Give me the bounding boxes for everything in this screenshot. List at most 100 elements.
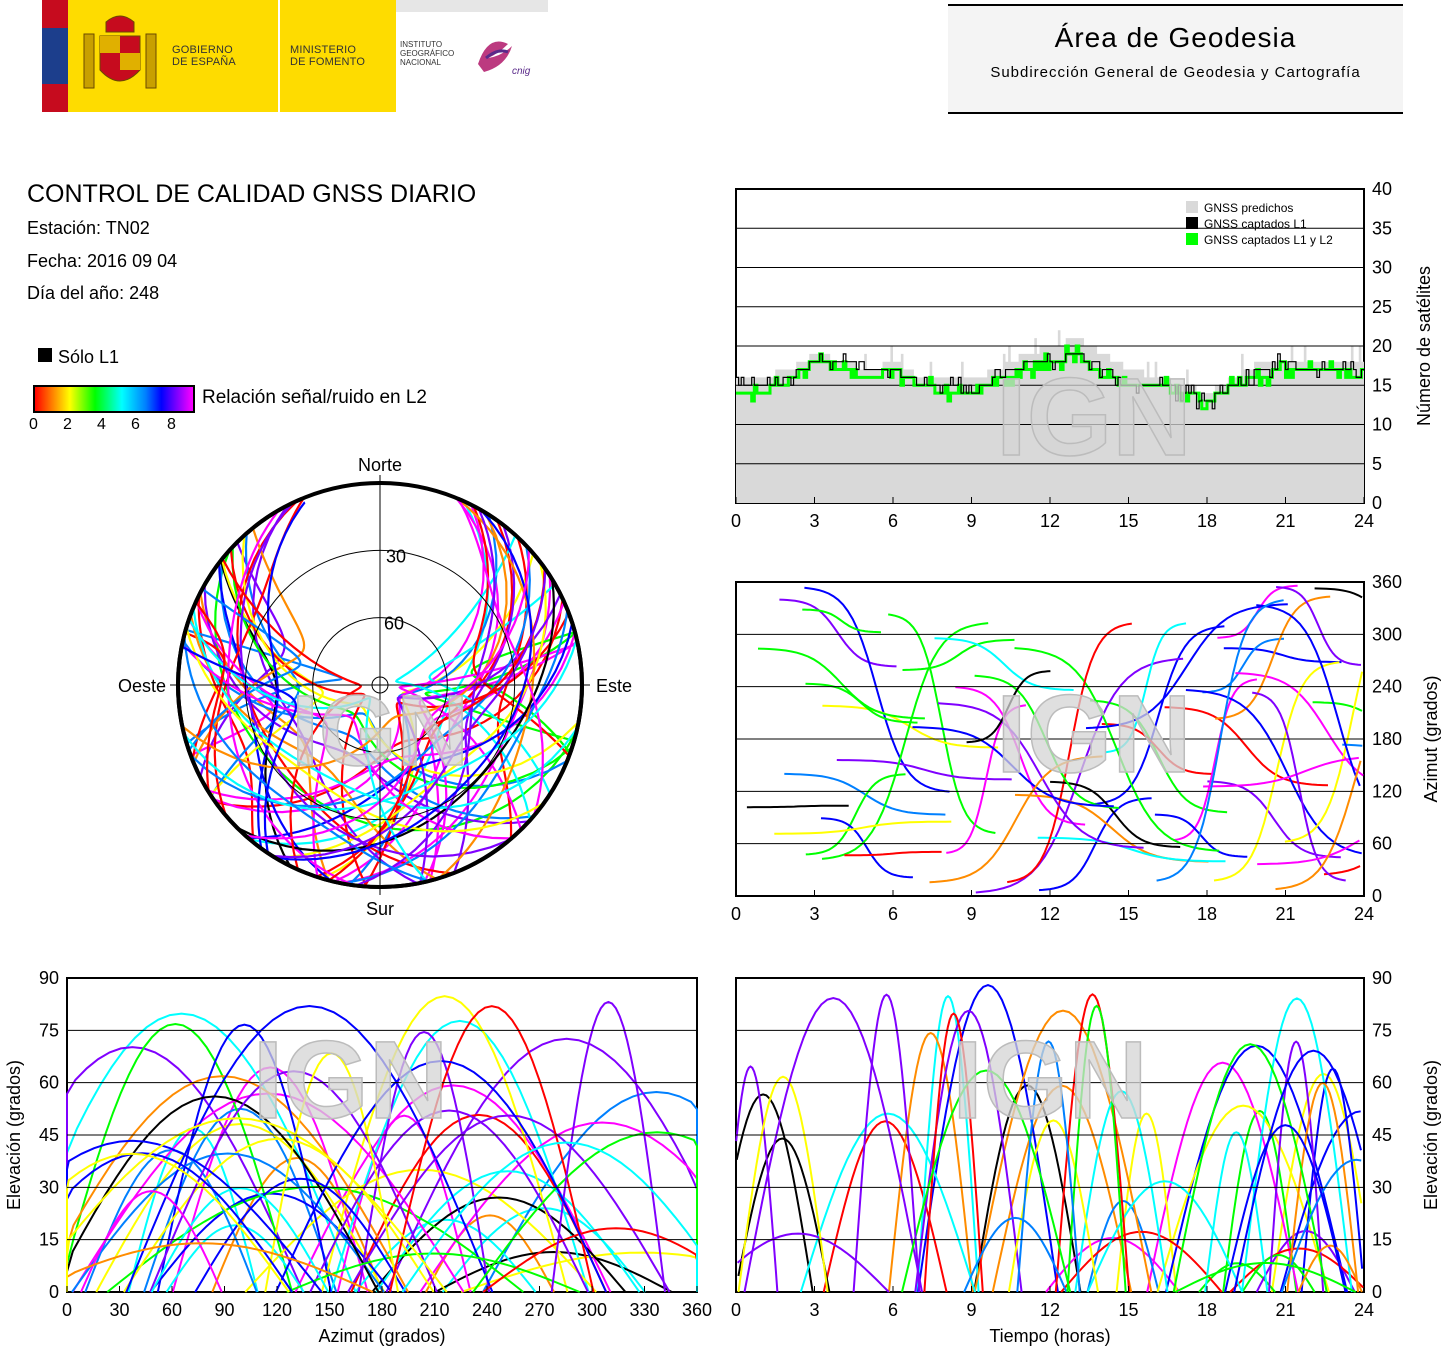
elev-time-track — [1300, 1067, 1364, 1293]
x-tick-label: 15 — [1118, 1300, 1138, 1320]
elev-az-track — [156, 1023, 332, 1293]
sky-track — [457, 498, 544, 817]
elev-time-track — [1241, 997, 1353, 1293]
elev-time-track — [914, 1009, 1023, 1293]
sky-track — [188, 588, 302, 752]
elev-az-track — [123, 1137, 435, 1293]
azimuth-track — [802, 608, 882, 634]
legend-entry: GNSS predichos — [1204, 201, 1293, 215]
azimuth-track — [805, 773, 906, 856]
x-tick-label: 12 — [1040, 511, 1060, 531]
elev-time-track — [1224, 1124, 1347, 1293]
elev-time-track — [1279, 1110, 1361, 1293]
area-header-box — [948, 4, 1403, 114]
azimuth-track — [946, 704, 1027, 854]
x-tick-label: 0 — [731, 1300, 741, 1320]
elev-az-track — [309, 1109, 589, 1293]
elev-az-track — [66, 1152, 290, 1293]
sky-track — [183, 638, 578, 811]
x-axis-label: Tiempo (horas) — [989, 1326, 1110, 1346]
y-tick-label: 0 — [49, 1282, 59, 1302]
sky-track — [428, 583, 556, 795]
y-tick-label: 10 — [1372, 415, 1392, 435]
azimuth-track — [844, 850, 942, 857]
x-tick-label: 3 — [809, 511, 819, 531]
azimuth-track — [836, 759, 1012, 781]
y-tick-label: 25 — [1372, 297, 1392, 317]
x-tick-label: 0 — [62, 1300, 72, 1320]
x-tick-label: 15 — [1118, 511, 1138, 531]
azimuth-track — [902, 638, 1015, 671]
elev-time-track — [852, 993, 921, 1293]
east-label: Este — [596, 676, 632, 696]
l1-only-swatch — [38, 348, 52, 362]
x-tick-label: 24 — [1354, 511, 1374, 531]
elev-time-track — [1146, 1061, 1300, 1293]
y-tick-label: 20 — [1372, 336, 1392, 356]
x-tick-label: 150 — [314, 1300, 344, 1320]
ign-watermark: IGN — [253, 1019, 449, 1142]
elev-time-track — [1172, 1043, 1328, 1293]
sky-track — [229, 548, 368, 887]
elev-az-track — [275, 1059, 608, 1293]
azimuth-track — [757, 647, 925, 720]
x-tick-label: 18 — [1197, 904, 1217, 924]
azimuth-track — [966, 670, 1051, 744]
skyplot-chart: IGN Norte Sur Este Oeste 30 60 — [118, 455, 632, 919]
azimuth-track — [1156, 599, 1284, 882]
x-tick-label: 120 — [262, 1300, 292, 1320]
azimuth-track — [1323, 865, 1361, 876]
instituto-label: INSTITUTO GEOGRÁFICO NACIONAL — [400, 40, 455, 67]
y-tick-label: 15 — [1372, 375, 1392, 395]
elev-time-track — [1156, 1104, 1330, 1293]
azimuth-track — [1085, 603, 1288, 730]
sky-track — [189, 545, 531, 808]
y-tick-label: 90 — [1372, 968, 1392, 988]
azimuth-track — [784, 772, 946, 816]
elev-time-track — [1060, 1230, 1223, 1293]
elev-az-track — [194, 1177, 407, 1293]
sky-track — [241, 535, 580, 778]
azimuth-track — [1092, 625, 1225, 806]
date-label: Fecha: 2016 09 04 — [27, 251, 178, 271]
elev-az-track — [66, 1095, 380, 1293]
snr-label: Relación señal/ruido en L2 — [202, 387, 427, 408]
station-label: Estación: TN02 — [27, 218, 150, 238]
azimuth-track — [1007, 622, 1132, 884]
x-tick-label: 21 — [1275, 511, 1295, 531]
x-tick-label: 9 — [966, 1300, 976, 1320]
azimuth-track — [821, 622, 989, 860]
y-axis-label: Número de satélites — [1414, 266, 1434, 426]
cnig-logo-icon: cnig — [478, 41, 531, 77]
elev-time-track — [973, 1084, 1082, 1293]
x-tick-label: 6 — [888, 511, 898, 531]
legend-swatch — [1186, 217, 1198, 229]
sky-track — [328, 567, 546, 882]
azimuth-track — [955, 686, 1086, 826]
x-tick-label: 6 — [888, 904, 898, 924]
spain-flag-icon — [42, 0, 68, 112]
x-tick-label: 0 — [731, 511, 741, 531]
elev-az-track — [264, 1052, 399, 1293]
y-tick-label: 360 — [1372, 572, 1402, 592]
coat-of-arms-icon — [83, 15, 157, 89]
x-axis-label: Azimut (grados) — [318, 1326, 445, 1346]
azimuth-track — [779, 598, 897, 668]
x-tick-label: 0 — [731, 904, 741, 924]
elev-az-track — [286, 1252, 581, 1293]
elev-time-track — [1297, 1244, 1363, 1293]
ring-label-30: 30 — [386, 546, 406, 566]
azimuth-track — [746, 804, 849, 809]
sky-track — [192, 527, 306, 764]
snr-tick: 0 — [29, 416, 38, 433]
sky-track — [239, 501, 510, 858]
y-tick-label: 45 — [39, 1125, 59, 1145]
elev-time-track — [963, 1216, 1068, 1293]
x-tick-label: 270 — [524, 1300, 554, 1320]
elev-time-track — [916, 994, 980, 1293]
elev-time-track — [991, 1084, 1133, 1293]
elev-az-track — [71, 1152, 385, 1293]
x-tick-label: 9 — [966, 904, 976, 924]
x-tick-label: 21 — [1275, 1300, 1295, 1320]
elev-time-track — [887, 1031, 974, 1293]
